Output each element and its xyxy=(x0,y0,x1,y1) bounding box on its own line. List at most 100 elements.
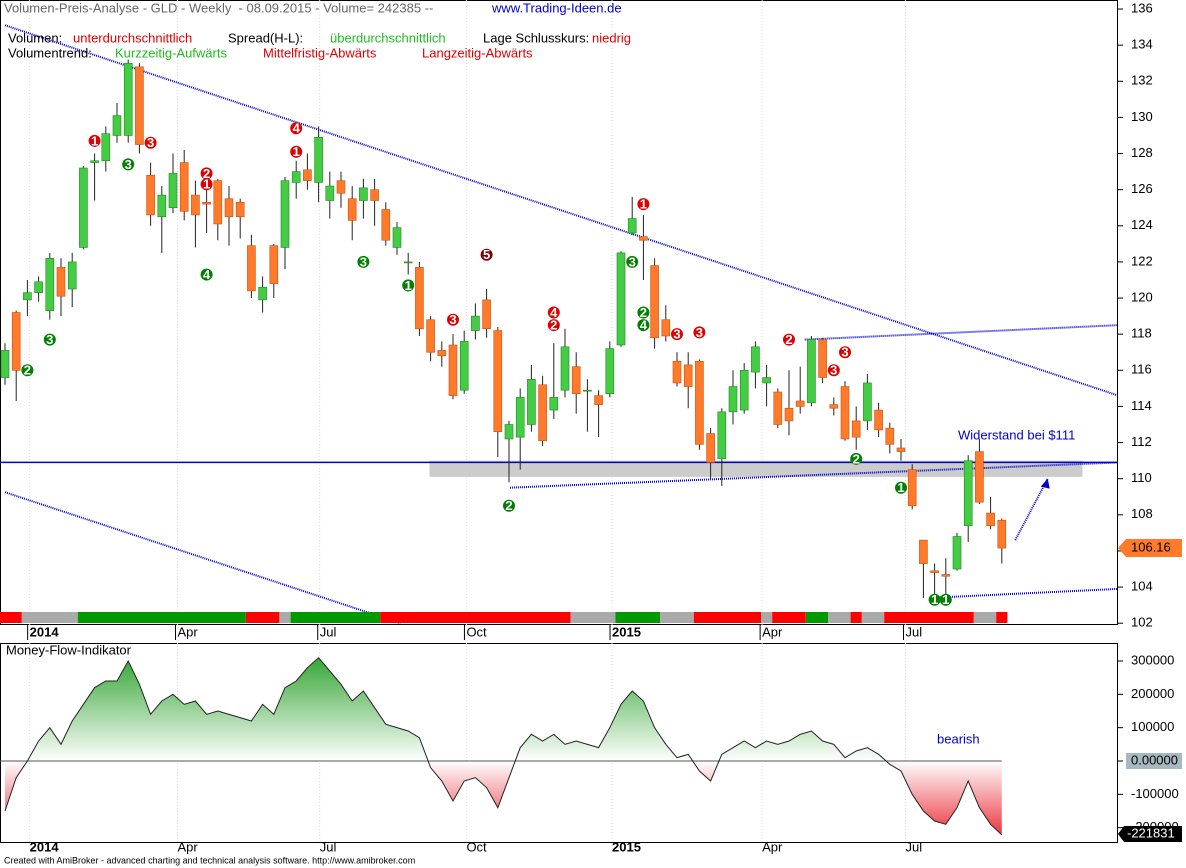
value: unterdurchschnittlich xyxy=(73,30,192,45)
volume-trend xyxy=(290,612,381,623)
candle-body xyxy=(795,400,805,407)
signal-label: 1 xyxy=(640,197,647,212)
x-tick-label: Jul xyxy=(320,839,337,854)
y-tick-label: 126 xyxy=(1131,181,1153,196)
arrow-head xyxy=(1040,478,1050,489)
y-tick-label: 122 xyxy=(1131,253,1153,268)
trendline xyxy=(4,491,401,625)
signal-label: 3 xyxy=(830,363,837,378)
volume-trend xyxy=(0,612,22,623)
candle-body xyxy=(34,281,43,293)
signal-label: 2 xyxy=(550,318,557,333)
y-tick-label: 124 xyxy=(1131,217,1153,232)
signal xyxy=(200,167,213,180)
value: Langzeitig-Abwärts xyxy=(422,45,533,60)
signal xyxy=(895,481,907,494)
indicator-title: Money-Flow-Indikator xyxy=(6,642,132,657)
url: www.Trading-Ideen.de xyxy=(491,0,622,15)
candle-body xyxy=(403,261,413,264)
candle-body xyxy=(829,404,839,409)
candle-body xyxy=(336,180,346,194)
candle-body xyxy=(885,427,895,445)
candle-body xyxy=(963,460,973,526)
volume-trend xyxy=(761,612,773,623)
y-tick-label: -100000 xyxy=(1131,786,1179,801)
signal xyxy=(850,452,863,465)
signal-label: 3 xyxy=(841,345,848,360)
signal xyxy=(637,306,650,319)
candle-body xyxy=(594,395,603,405)
y-tick-label: 110 xyxy=(1131,470,1152,485)
signal xyxy=(447,313,459,326)
x-tick-label: Apr xyxy=(762,839,783,854)
candle-body xyxy=(90,160,99,163)
volume-trend xyxy=(21,612,78,623)
candle-body xyxy=(482,299,491,330)
candle-body xyxy=(952,536,962,570)
candle-body xyxy=(807,339,816,404)
candle-body xyxy=(728,386,738,413)
signal-label: 5 xyxy=(483,247,490,262)
candle-body xyxy=(303,169,312,181)
signal xyxy=(200,178,213,191)
candle-body xyxy=(359,187,368,201)
x-tick-label: Oct xyxy=(466,839,487,854)
volume-trend xyxy=(380,612,571,623)
zero-box xyxy=(1126,753,1182,769)
axes: 1021041061081101121141161181201221241261… xyxy=(27,0,1182,854)
signal xyxy=(200,268,213,281)
signal xyxy=(547,319,560,332)
money-flow-line xyxy=(4,656,1003,836)
candle-body xyxy=(762,377,771,384)
signal xyxy=(357,255,370,268)
y-tick-label: 120 xyxy=(1131,289,1153,304)
volume-trend xyxy=(615,612,661,623)
last-value-box xyxy=(1118,826,1182,842)
last-price-label: 106.16 xyxy=(1131,539,1171,554)
trendline xyxy=(1014,478,1049,541)
candle-body xyxy=(56,267,66,297)
signal-label: 3 xyxy=(125,157,132,172)
signal-label: 2 xyxy=(853,451,860,466)
candle-body xyxy=(493,330,503,433)
candle-body xyxy=(874,409,883,431)
trendline xyxy=(4,24,1118,397)
annotation: bearish xyxy=(937,731,980,746)
signal xyxy=(21,364,34,377)
signal-label: 1 xyxy=(405,278,412,293)
candle-body xyxy=(661,319,671,337)
candle-body xyxy=(930,570,939,573)
candle-body xyxy=(146,174,155,216)
x-tick-label: Jul xyxy=(905,839,922,854)
signal xyxy=(43,333,56,346)
trendline xyxy=(930,587,1118,599)
signal xyxy=(928,593,941,606)
signal xyxy=(939,593,952,606)
x-tick-label: Jul xyxy=(905,624,922,639)
label: Spread(H-L): xyxy=(228,30,303,45)
label: Volumen: xyxy=(8,30,62,45)
candle-body xyxy=(258,286,267,301)
candle-body xyxy=(527,379,536,425)
volume-trend xyxy=(850,612,862,623)
y-tick-label: 114 xyxy=(1131,398,1152,413)
candle-body xyxy=(280,180,290,248)
value: niedrig xyxy=(592,30,631,45)
y-tick-label: 200000 xyxy=(1131,686,1174,701)
y-tick-label: 118 xyxy=(1131,326,1152,341)
signal-label: 4 xyxy=(640,318,648,333)
candle-body xyxy=(79,167,88,248)
candle-body xyxy=(784,407,794,422)
candle-body xyxy=(683,364,693,387)
signal-label: 4 xyxy=(293,121,301,136)
candle-body xyxy=(896,447,906,452)
x-tick-label: Apr xyxy=(762,624,783,639)
candle-body xyxy=(751,346,760,373)
signal-label: 1 xyxy=(91,133,98,148)
signal xyxy=(637,319,650,332)
last-price-box xyxy=(1118,539,1182,558)
signal-label: 2 xyxy=(785,332,792,347)
trendline xyxy=(804,324,1118,341)
